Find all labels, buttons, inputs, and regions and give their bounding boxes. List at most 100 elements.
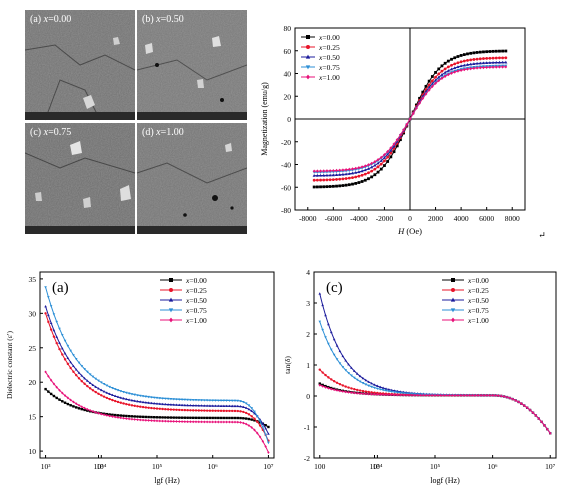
data-point: [402, 131, 406, 135]
y-axis-label: tan(δ): [283, 356, 292, 374]
data-point: [363, 172, 367, 176]
data-point: [192, 409, 195, 412]
data-point: [344, 390, 347, 394]
data-point: [427, 88, 431, 92]
data-point: [383, 159, 386, 163]
data-point: [364, 383, 368, 386]
data-point: [324, 373, 327, 377]
data-point: [462, 53, 466, 56]
data-point: [387, 393, 391, 397]
legend-label: x=1.00: [185, 316, 207, 325]
data-point: [75, 402, 78, 406]
sem-label-b: (b) x=0.50: [142, 14, 184, 25]
legend-marker: [306, 74, 310, 80]
data-point: [485, 56, 489, 60]
data-point: [488, 56, 492, 60]
data-point: [72, 364, 75, 368]
data-point: [446, 72, 450, 77]
data-point: [158, 419, 161, 423]
data-point: [94, 390, 97, 394]
data-point: [231, 409, 234, 413]
data-point: [376, 387, 379, 390]
data-point: [331, 184, 335, 188]
data-point: [119, 414, 122, 417]
data-point: [453, 393, 457, 397]
data-point: [144, 418, 148, 422]
data-point: [214, 409, 217, 412]
data-point: [416, 393, 419, 397]
y-tick-label: 80: [284, 24, 292, 33]
legend-label: x=0.50: [318, 53, 340, 62]
data-point: [189, 420, 192, 424]
data-point: [66, 344, 70, 348]
data-point: [393, 391, 396, 394]
data-point: [379, 393, 382, 396]
data-point: [472, 62, 476, 65]
data-point: [119, 396, 123, 399]
data-point: [430, 75, 434, 78]
data-point: [222, 399, 226, 402]
data-point: [465, 63, 470, 66]
data-point: [80, 379, 83, 383]
data-point: [172, 416, 175, 419]
y-tick-label: 1: [306, 361, 310, 370]
data-point: [395, 137, 399, 142]
data-point: [247, 424, 251, 427]
data-point: [147, 395, 150, 399]
data-point: [472, 66, 476, 70]
data-point: [164, 416, 167, 419]
data-point: [469, 51, 473, 55]
data-point: [261, 422, 265, 425]
data-point: [231, 420, 234, 424]
data-point: [448, 393, 451, 397]
x-axis-label: lgf (Hz): [154, 476, 180, 485]
data-point: [327, 342, 330, 346]
data-point: [194, 399, 198, 402]
data-point: [341, 168, 345, 172]
data-point: [88, 373, 92, 376]
data-point: [361, 382, 365, 385]
data-point: [402, 128, 406, 132]
data-point: [186, 420, 189, 424]
data-point: [504, 65, 508, 69]
data-point: [239, 416, 242, 420]
data-point: [440, 73, 444, 76]
data-point: [122, 402, 125, 405]
data-point: [338, 184, 342, 188]
data-point: [127, 414, 131, 418]
legend-label: x=0.50: [185, 296, 207, 305]
data-point: [119, 390, 123, 393]
data-point: [111, 398, 114, 402]
data-point: [247, 407, 251, 411]
data-point: [370, 382, 373, 385]
data-point: [228, 404, 231, 408]
data-point: [169, 416, 173, 419]
data-point: [459, 64, 463, 68]
data-point: [312, 173, 316, 177]
data-point: [144, 415, 148, 419]
legend-marker: [305, 54, 311, 59]
data-point: [72, 354, 75, 357]
data-point: [255, 414, 259, 418]
data-point: [161, 419, 164, 423]
data-point: [347, 371, 350, 375]
legend-marker: [451, 278, 455, 282]
data-point: [250, 426, 253, 429]
x-tick-label: -8000: [299, 214, 317, 223]
data-point: [502, 395, 506, 398]
data-point: [125, 391, 128, 395]
data-point: [477, 393, 480, 397]
data-point: [373, 173, 377, 177]
data-point: [357, 170, 361, 174]
data-point: [364, 392, 368, 396]
data-point: [373, 386, 376, 390]
data-point: [494, 56, 498, 60]
data-point: [108, 414, 111, 418]
data-point: [335, 358, 339, 361]
data-point: [344, 168, 348, 172]
data-point: [133, 415, 136, 418]
data-point: [169, 408, 173, 411]
data-point: [192, 420, 195, 424]
data-point: [147, 415, 150, 419]
